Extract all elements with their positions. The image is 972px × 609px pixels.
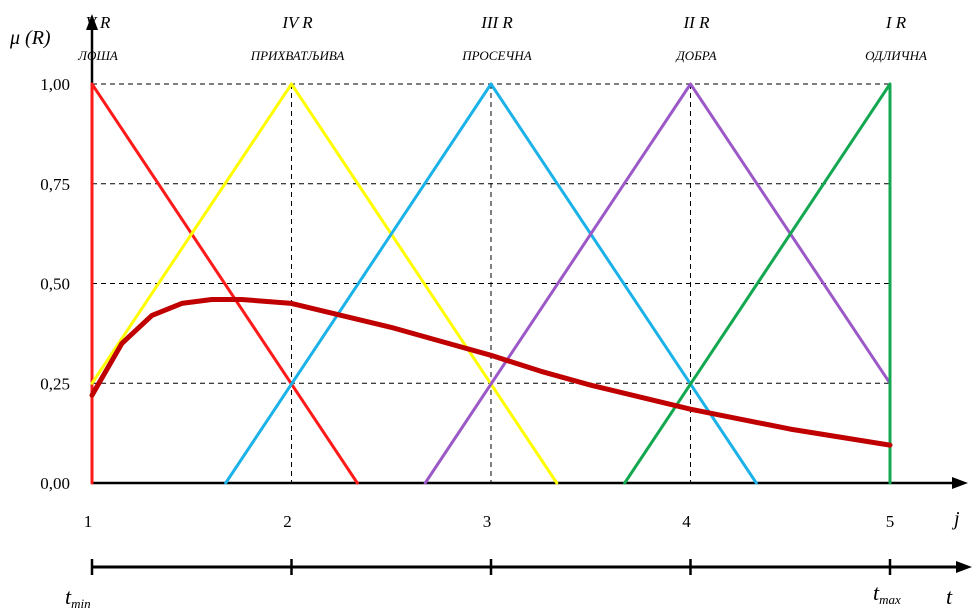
series-line-4: [423, 82, 892, 485]
y-tick-label: 0,00: [40, 474, 70, 493]
x-axis-arrow: [952, 477, 968, 489]
series-line-1: [90, 82, 359, 485]
y-axis-label: μ (R): [9, 27, 51, 49]
category-rank: IV R: [281, 13, 313, 32]
y-tick-label: 1,00: [40, 75, 70, 94]
category-rank: I R: [885, 13, 907, 32]
category-name: ПРИХВАТЉИВА: [250, 48, 345, 63]
x-tick-label: 2: [283, 512, 292, 531]
category-rank: V R: [86, 13, 111, 32]
y-axis-arrow: [86, 14, 98, 30]
y-tick-label: 0,75: [40, 175, 70, 194]
axes: [86, 14, 968, 489]
x-tick-label: 3: [483, 512, 492, 531]
time-end-label: tmax: [873, 580, 901, 607]
category-name: ОДЛИЧНА: [865, 48, 927, 63]
category-name: ЛОША: [77, 48, 118, 63]
series-line-2: [90, 82, 559, 485]
time-axis-label: t: [946, 584, 953, 609]
category-labels: V R ЛОША IV R ПРИХВАТЉИВА III R ПРОСЕЧНА II R Д…: [77, 13, 927, 63]
time-start-label: tmin: [65, 584, 91, 609]
category-rank: III R: [480, 13, 513, 32]
x-axis-label: j: [951, 508, 960, 530]
time-axis-arrow: [956, 561, 972, 573]
labels-group: μ (R) j: [9, 27, 960, 530]
series-line-3: [224, 82, 758, 485]
x-tick-label: 4: [682, 512, 691, 531]
series-line-curve: [89, 297, 893, 448]
y-tick-label: 0,25: [40, 374, 70, 393]
ticks-group: 0,00 0,25 0,50 0,75 1,00 1 2 3 4 5: [40, 75, 894, 531]
category-name: ПРОСЕЧНА: [461, 48, 532, 63]
y-tick-label: 0,50: [40, 275, 70, 294]
series-line-5: [623, 82, 892, 485]
time-axis: tmin tmax t: [65, 559, 972, 609]
category-name: ДОБРА: [674, 48, 716, 63]
series-group: [89, 82, 893, 485]
category-rank: II R: [683, 13, 711, 32]
x-tick-label: 5: [886, 512, 895, 531]
x-tick-label: 1: [84, 512, 93, 531]
